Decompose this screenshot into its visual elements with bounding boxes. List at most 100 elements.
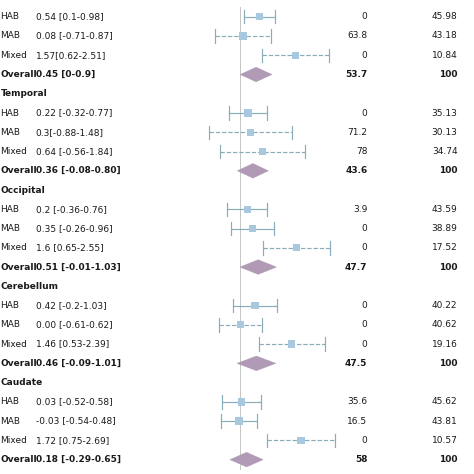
Text: 0: 0	[362, 320, 367, 329]
Text: 38.89: 38.89	[431, 224, 457, 233]
Bar	[236, 418, 243, 425]
Text: MAB: MAB	[0, 31, 20, 40]
Text: HAB: HAB	[0, 109, 19, 118]
Text: HAB: HAB	[0, 205, 19, 214]
Polygon shape	[237, 356, 276, 371]
Text: 0: 0	[362, 436, 367, 445]
Text: 100: 100	[439, 166, 457, 175]
Text: 1.57[0.62-2.51]: 1.57[0.62-2.51]	[36, 51, 106, 60]
Text: 40.22: 40.22	[432, 301, 457, 310]
Text: 100: 100	[439, 263, 457, 272]
Text: Mixed: Mixed	[0, 243, 27, 252]
Text: Overall: Overall	[0, 455, 37, 464]
Text: HAB: HAB	[0, 12, 19, 21]
Text: Temporal: Temporal	[0, 89, 47, 98]
Text: 43.18: 43.18	[432, 31, 457, 40]
Text: 0.35 [-0.26-0.96]: 0.35 [-0.26-0.96]	[36, 224, 112, 233]
Bar	[288, 340, 295, 348]
Text: MAB: MAB	[0, 320, 20, 329]
Text: 58: 58	[355, 455, 367, 464]
Bar	[255, 13, 263, 20]
Text: 1.46 [0.53-2.39]: 1.46 [0.53-2.39]	[36, 339, 109, 348]
Text: 0: 0	[362, 51, 367, 60]
Text: 0.42 [-0.2-1.03]: 0.42 [-0.2-1.03]	[36, 301, 106, 310]
Text: 0: 0	[362, 109, 367, 118]
Text: 45.98: 45.98	[432, 12, 457, 21]
Text: HAB: HAB	[0, 301, 19, 310]
Text: 0.00 [-0.61-0.62]: 0.00 [-0.61-0.62]	[36, 320, 112, 329]
Text: 100: 100	[439, 70, 457, 79]
Text: 34.74: 34.74	[432, 147, 457, 156]
Text: -0.03 [-0.54-0.48]: -0.03 [-0.54-0.48]	[36, 417, 115, 426]
Polygon shape	[237, 164, 268, 178]
Text: 1.6 [0.65-2.55]: 1.6 [0.65-2.55]	[36, 243, 103, 252]
Text: 40.62: 40.62	[432, 320, 457, 329]
Text: 0.18 [-0.29-0.65]: 0.18 [-0.29-0.65]	[36, 455, 120, 464]
Text: 0.3[-0.88-1.48]: 0.3[-0.88-1.48]	[36, 128, 103, 137]
Text: Mixed: Mixed	[0, 147, 27, 156]
Bar	[297, 437, 305, 444]
Text: 100: 100	[439, 359, 457, 368]
Text: Mixed: Mixed	[0, 339, 27, 348]
Text: MAB: MAB	[0, 128, 20, 137]
Bar	[247, 128, 255, 136]
Text: 0: 0	[362, 243, 367, 252]
Bar	[244, 206, 251, 213]
Text: 10.57: 10.57	[431, 436, 457, 445]
Text: 0.46 [-0.09-1.01]: 0.46 [-0.09-1.01]	[36, 359, 120, 368]
Text: 43.6: 43.6	[345, 166, 367, 175]
Text: 45.62: 45.62	[432, 397, 457, 406]
Text: Caudate: Caudate	[0, 378, 43, 387]
Text: 0: 0	[362, 339, 367, 348]
Text: 100: 100	[439, 455, 457, 464]
Text: Mixed: Mixed	[0, 436, 27, 445]
Text: 0.54 [0.1-0.98]: 0.54 [0.1-0.98]	[36, 12, 103, 21]
Bar	[244, 109, 252, 117]
Text: 43.59: 43.59	[432, 205, 457, 214]
Bar	[237, 321, 244, 328]
Bar	[249, 225, 256, 232]
Text: 35.6: 35.6	[347, 397, 367, 406]
Text: 0.08 [-0.71-0.87]: 0.08 [-0.71-0.87]	[36, 31, 112, 40]
Text: Occipital: Occipital	[0, 185, 45, 194]
Text: Overall: Overall	[0, 166, 37, 175]
Text: 0: 0	[362, 224, 367, 233]
Text: 30.13: 30.13	[431, 128, 457, 137]
Text: 0.64 [-0.56-1.84]: 0.64 [-0.56-1.84]	[36, 147, 112, 156]
Text: MAB: MAB	[0, 224, 20, 233]
Bar	[292, 52, 299, 59]
Text: 43.81: 43.81	[432, 417, 457, 426]
Text: 0.22 [-0.32-0.77]: 0.22 [-0.32-0.77]	[36, 109, 112, 118]
Text: MAB: MAB	[0, 417, 20, 426]
Text: HAB: HAB	[0, 397, 19, 406]
Text: Overall: Overall	[0, 359, 37, 368]
Bar	[239, 32, 246, 40]
Text: 35.13: 35.13	[431, 109, 457, 118]
Text: Overall: Overall	[0, 70, 37, 79]
Text: 0.45 [0-0.9]: 0.45 [0-0.9]	[36, 70, 95, 79]
Text: 47.7: 47.7	[345, 263, 367, 272]
Polygon shape	[240, 260, 276, 274]
Text: 0.03 [-0.52-0.58]: 0.03 [-0.52-0.58]	[36, 397, 112, 406]
Bar	[251, 302, 259, 309]
Bar	[237, 398, 245, 406]
Text: 47.5: 47.5	[345, 359, 367, 368]
Polygon shape	[230, 452, 263, 467]
Text: 63.8: 63.8	[347, 31, 367, 40]
Text: Cerebellum: Cerebellum	[0, 282, 58, 291]
Text: 19.16: 19.16	[431, 339, 457, 348]
Text: 17.52: 17.52	[432, 243, 457, 252]
Text: 0: 0	[362, 301, 367, 310]
Text: 16.5: 16.5	[347, 417, 367, 426]
Text: 1.72 [0.75-2.69]: 1.72 [0.75-2.69]	[36, 436, 109, 445]
Text: Mixed: Mixed	[0, 51, 27, 60]
Text: 78: 78	[356, 147, 367, 156]
Polygon shape	[240, 67, 272, 82]
Text: 0.2 [-0.36-0.76]: 0.2 [-0.36-0.76]	[36, 205, 107, 214]
Text: 53.7: 53.7	[345, 70, 367, 79]
Text: 0.36 [-0.08-0.80]: 0.36 [-0.08-0.80]	[36, 166, 120, 175]
Text: 10.84: 10.84	[432, 51, 457, 60]
Text: 0.51 [-0.01-1.03]: 0.51 [-0.01-1.03]	[36, 263, 120, 272]
Bar	[259, 148, 266, 155]
Text: 3.9: 3.9	[353, 205, 367, 214]
